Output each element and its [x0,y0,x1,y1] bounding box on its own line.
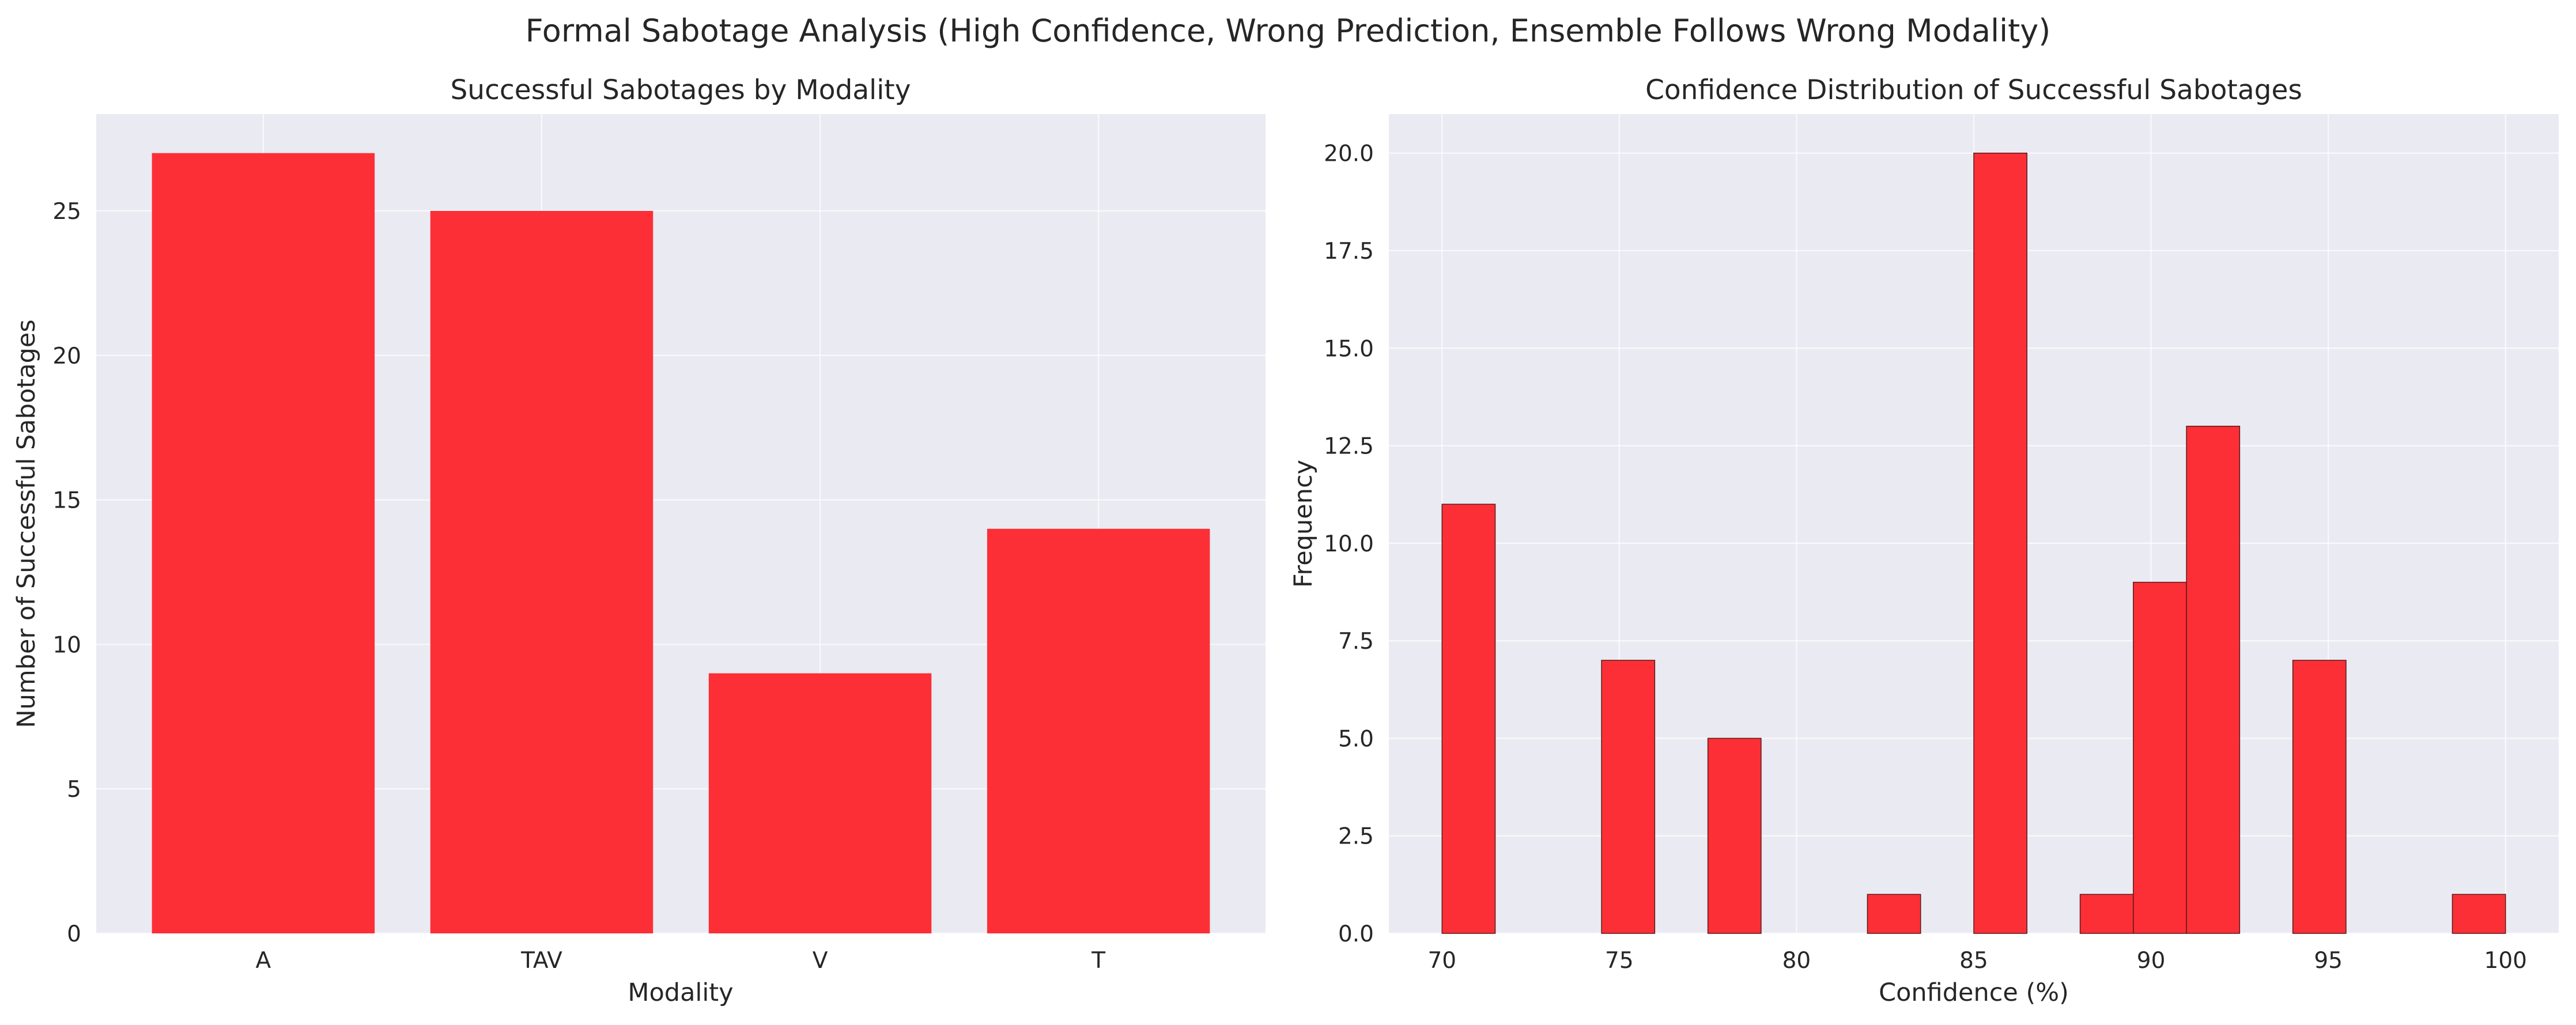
histogram-y-tick-label: 5.0 [1338,726,1374,752]
histogram-bar [2079,894,2134,934]
histogram-bar [1601,660,1656,934]
histogram-y-tick-label: 7.5 [1338,629,1374,655]
bar-chart-y-tick-label: 0 [67,921,81,947]
bar-t [987,528,1210,933]
bar-chart-x-ticks: A TAV V T [256,948,1106,974]
bar-chart-x-tick-label: T [1091,948,1105,974]
histogram-y-axis-label: Frequency [1289,460,1318,588]
histogram-bar [1973,152,2028,934]
histogram-y-tick-label: 2.5 [1338,824,1374,850]
histogram-y-tick-label: 0.0 [1338,921,1374,947]
histogram-panel: 0.0 2.5 5.0 7.5 10.0 12.5 15.0 17.5 20.0 70 75 80 8… [1289,74,2559,1007]
histogram-x-tick-label: 100 [2484,948,2527,974]
histogram-x-ticks: 70 75 80 85 90 95 100 [1427,948,2527,974]
bar-chart-y-tick-label: 15 [52,488,81,514]
bar-a [152,153,375,933]
bar-chart-panel: 0 5 10 15 20 25 A TAV V T Successful Sabotages b… [12,74,1266,1007]
histogram-x-tick-label: 75 [1605,948,1634,974]
histogram-y-tick-label: 20.0 [1324,141,1374,167]
histogram-x-tick-label: 85 [1959,948,1988,974]
bar-chart-y-axis-label: Number of Successful Sabotages [12,319,41,728]
bar-chart-x-tick-label: A [256,948,271,974]
histogram-bar [2186,425,2241,934]
bar-chart-y-tick-label: 25 [52,199,81,225]
histogram-bar [1707,737,1762,934]
bar-chart-x-tick-label: TAV [520,948,562,974]
bar-chart-bars [152,153,1210,933]
histogram-y-tick-label: 10.0 [1324,531,1374,557]
histogram-bars [1441,152,2506,934]
histogram-y-tick-label: 15.0 [1324,336,1374,362]
bar-tav [430,211,654,933]
histogram-y-ticks: 0.0 2.5 5.0 7.5 10.0 12.5 15.0 17.5 20.0 [1324,141,1374,947]
histogram-x-axis-label: Confidence (%) [1879,978,2069,1007]
bar-chart-y-ticks: 0 5 10 15 20 25 [52,199,81,947]
histogram-x-tick-label: 70 [1427,948,1456,974]
bar-chart-x-tick-label: V [813,948,828,974]
bar-chart-y-tick-label: 5 [67,777,81,803]
bar-chart-y-tick-label: 20 [52,343,81,369]
histogram-bar [2292,660,2347,934]
histogram-bar [1867,894,1921,934]
bar-chart-y-tick-label: 10 [52,632,81,658]
histogram-bar [2133,581,2187,934]
bar-chart-title: Successful Sabotages by Modality [450,74,911,106]
histogram-bar [1441,504,1496,934]
bar-v [708,673,932,933]
figure-title: Formal Sabotage Analysis (High Confidenc… [526,13,2051,49]
histogram-bar [2452,894,2506,934]
histogram-x-tick-label: 80 [1782,948,1811,974]
histogram-x-tick-label: 90 [2137,948,2166,974]
histogram-title: Confidence Distribution of Successful Sa… [1645,74,2302,106]
histogram-y-tick-label: 12.5 [1324,434,1374,460]
histogram-y-tick-label: 17.5 [1324,239,1374,264]
bar-chart-x-axis-label: Modality [628,978,733,1007]
histogram-x-tick-label: 95 [2314,948,2343,974]
